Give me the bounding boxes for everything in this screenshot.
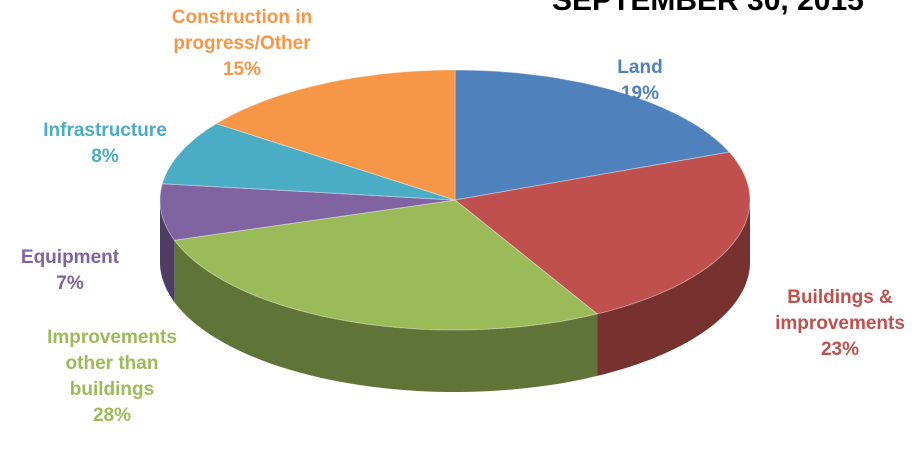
category-name: Buildings & improvements <box>775 287 905 334</box>
slice <box>173 199 599 331</box>
slice <box>161 123 456 201</box>
slice <box>453 151 751 315</box>
slice-label: Buildings & improvements 23% <box>765 285 915 363</box>
category-name: Equipment <box>20 247 120 268</box>
slice <box>215 69 456 201</box>
value-label: 8% <box>91 146 119 167</box>
category-name: Infrastructure <box>43 120 167 141</box>
slice <box>454 69 731 201</box>
category-name: Improvements other than buildings <box>47 327 177 400</box>
slice-label: Land 19% <box>580 55 700 107</box>
slice-label: Improvements other than buildings 28% <box>32 325 192 429</box>
slice-label: Equipment 7% <box>10 245 130 297</box>
slice <box>159 183 456 241</box>
pie-sides <box>160 200 750 392</box>
value-label: 7% <box>56 273 84 294</box>
value-label: 23% <box>820 339 860 360</box>
slice-side <box>597 200 750 376</box>
value-label: 19% <box>620 83 660 104</box>
pie-tops <box>159 69 751 331</box>
slice-label: Infrastructure 8% <box>20 118 190 170</box>
slice-side <box>174 240 598 392</box>
value-label: 15% <box>222 59 262 80</box>
category-name: Land <box>617 57 663 78</box>
value-label: 28% <box>92 405 132 426</box>
slice-side <box>160 200 175 303</box>
chart-title: SEPTEMBER 30, 2015 <box>552 0 864 17</box>
category-name: Construction in progress/Other <box>171 7 313 54</box>
slice-label: Construction in progress/Other 15% <box>152 5 332 83</box>
